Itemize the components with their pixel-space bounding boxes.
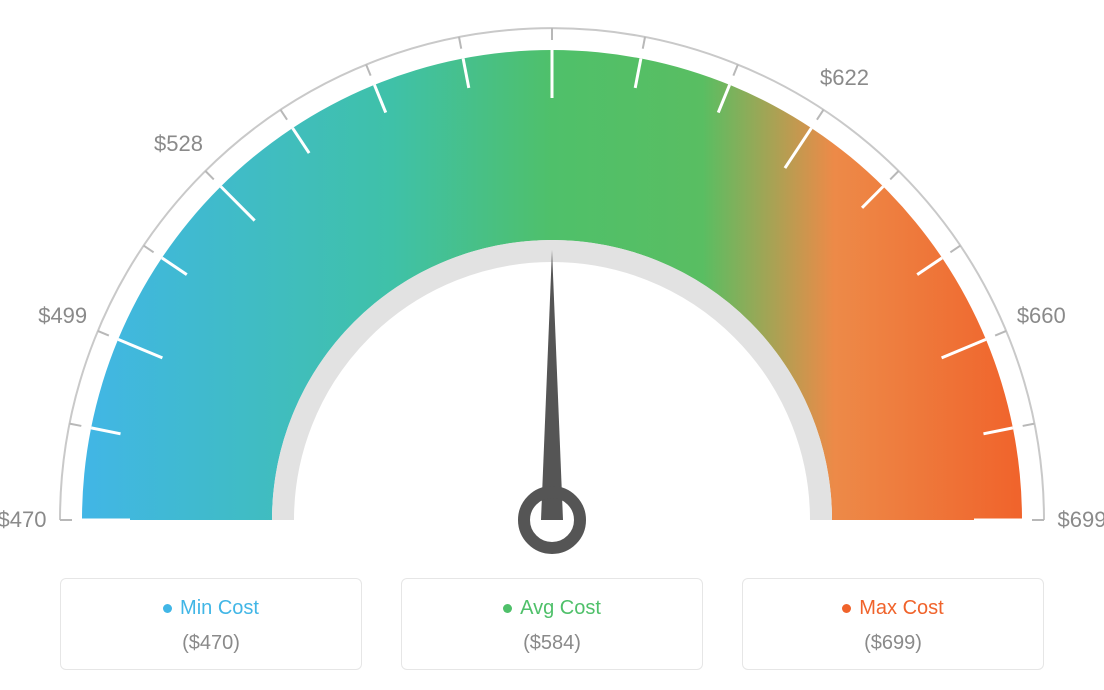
legend-label-max: Max Cost	[859, 597, 943, 620]
legend-dot-max	[842, 604, 851, 613]
tick-label: $528	[154, 131, 203, 157]
legend-card-avg: Avg Cost ($584)	[401, 578, 703, 670]
legend-row: Min Cost ($470) Avg Cost ($584) Max Cost…	[0, 578, 1104, 670]
legend-value-avg: ($584)	[402, 632, 702, 655]
tick-label: $622	[820, 65, 869, 91]
legend-title-avg: Avg Cost	[503, 597, 601, 620]
chart-container: $470 $499 $528 $584 $622 $660 $699 Min Cost ($…	[0, 0, 1104, 690]
legend-card-min: Min Cost ($470)	[60, 578, 362, 670]
legend-title-max: Max Cost	[842, 597, 943, 620]
legend-dot-avg	[503, 604, 512, 613]
legend-value-max: ($699)	[743, 632, 1043, 655]
tick-label: $499	[38, 303, 87, 329]
gauge-chart: $470 $499 $528 $584 $622 $660 $699	[0, 0, 1104, 560]
legend-card-max: Max Cost ($699)	[742, 578, 1044, 670]
legend-value-min: ($470)	[61, 632, 361, 655]
legend-title-min: Min Cost	[163, 597, 259, 620]
tick-label: $584	[528, 0, 577, 3]
legend-label-avg: Avg Cost	[520, 597, 601, 620]
gauge-svg	[0, 0, 1104, 560]
tick-label: $660	[1017, 303, 1066, 329]
tick-label: $699	[1058, 507, 1104, 533]
legend-dot-min	[163, 604, 172, 613]
legend-label-min: Min Cost	[180, 597, 259, 620]
tick-label: $470	[0, 507, 46, 533]
